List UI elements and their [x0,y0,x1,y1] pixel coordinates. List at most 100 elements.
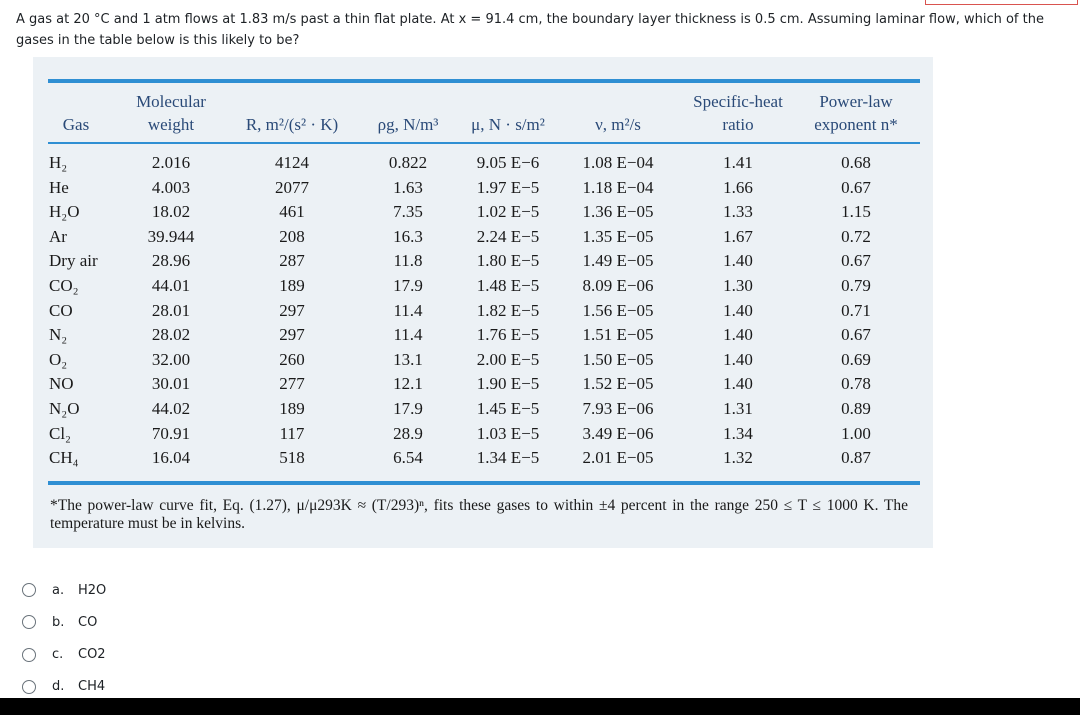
table-cell: 4124 [275,153,309,172]
option-letter: b. [52,614,65,630]
table-cell: 189 [279,399,305,418]
table-cell: 28.9 [393,423,423,443]
table-cell: 1.31 [723,399,753,418]
table-cell: 0.78 [841,374,871,394]
table-cell: 12.1 [393,374,423,394]
table-cell: 1.67 [723,226,753,246]
table-cell: 1.36 E−05 [582,202,654,222]
header-cell: Power-law exponent n* [814,92,898,134]
table-cell: 1.49 E−05 [582,251,654,271]
input-box[interactable] [925,0,1078,5]
table-cell: 1.66 [723,177,753,197]
table-cell: 0.79 [841,276,871,295]
radio-button[interactable] [22,615,36,630]
table-cell: 0.89 [841,399,871,418]
table-cell: Dry air [49,251,98,271]
table-cell: 1.33 [723,202,753,222]
table-cell: 18.02 [151,202,191,222]
table-cell: 2.01 E−05 [582,448,654,468]
table-cell: 1.40 [723,374,753,394]
option[interactable]: c. CO2 [22,645,106,665]
table-cell: 7.35 [393,202,423,222]
table-image: *The power-law curve fit, Eq. (1.27), μ/… [33,57,933,548]
table-cell: 2.016 [151,153,191,172]
option-text: CO2 [78,647,106,663]
table-cell: 1.00 [841,423,871,443]
table-cell: 39.944 [147,226,195,246]
table-cell: 1.08 E−04 [582,153,654,172]
table-cell: 8.09 E−06 [582,276,654,295]
option-text: CH4 [78,679,106,695]
table-cell: 11.4 [393,325,423,345]
table-cell: 1.40 [723,251,753,271]
table-cell: He [49,177,69,197]
radio-button[interactable] [22,647,36,662]
table-cell: 1.63 [393,177,423,197]
option[interactable]: d. CH4 [22,677,105,697]
table-cell: 0.87 [841,448,871,468]
table-cell: 1.48 E−5 [476,276,540,295]
option[interactable]: b. CO [22,612,97,632]
table-cell: NO [49,374,74,394]
header-cell: Specific-heat ratio [693,92,783,134]
table-cell: 17.9 [393,276,423,295]
table-cell: 0.71 [841,300,871,320]
table-cell: O₂ [49,349,68,369]
header-cell: Gas [62,115,90,134]
table-cell: 3.49 E−06 [582,423,654,443]
table-cell: 277 [279,374,305,394]
table-cell: 208 [279,226,305,246]
option-text: H2O [78,582,107,598]
header-cell: R, m²/(s² · K) [245,115,339,134]
header-cell: ρg, N/m³ [377,115,439,134]
table-cell: 2077 [275,177,309,197]
table-cell: 6.54 [393,448,423,468]
table-cell: 32.00 [151,349,191,369]
table-cell: 0.69 [841,349,871,369]
table-cell: 461 [279,202,305,222]
table-cell: 1.32 [723,448,753,468]
table-cell: CO₂ [49,276,79,295]
table-cell: 16.04 [151,448,191,468]
table-cell: 1.82 E−5 [476,300,540,320]
table-cell: 189 [279,276,305,295]
table-cell: H₂ [49,153,68,172]
question-text: A gas at 20 °C and 1 atm flows at 1.83 m… [16,12,1044,48]
option-letter: a. [52,582,65,598]
table-cell: 1.34 [723,423,753,443]
table-cell: 44.02 [151,399,191,418]
table-cell: 0.67 [841,177,871,197]
table-cell: Cl₂ [49,423,71,443]
table-cell: 1.40 [723,349,753,369]
table-rule [48,481,920,485]
table-cell: 11.8 [393,251,423,271]
radio-button[interactable] [22,679,36,694]
table-cell: 30.01 [151,374,191,394]
table-cell: 0.72 [841,226,871,246]
table-cell: 1.90 E−5 [476,374,540,394]
table-cell: 28.96 [151,251,191,271]
radio-button[interactable] [22,583,36,597]
table-cell: 1.41 [723,153,753,172]
table-rule [48,79,920,83]
table-cell: 1.52 E−05 [582,374,654,394]
table-cell: 0.67 [841,251,871,271]
table-cell: 1.02 E−5 [476,202,540,222]
table-cell: 0.822 [388,153,428,172]
table-cell: 1.80 E−5 [476,251,540,271]
table-cell: 16.3 [393,226,423,246]
table-cell: 1.34 E−5 [476,448,540,468]
table-cell: 117 [279,423,305,443]
table-cell: 260 [279,349,305,369]
table-rule [48,142,920,144]
table-cell: 1.35 E−05 [582,226,654,246]
table-cell: 17.9 [393,399,423,418]
header-cell: ν, m²/s [595,115,641,134]
table-cell: 2.00 E−5 [476,349,540,369]
option-text: CO [78,614,98,630]
table-cell: 1.56 E−05 [582,300,654,320]
option[interactable]: a. H2O [22,580,106,600]
table-cell: 297 [279,300,305,320]
option-letter: c. [52,647,64,663]
table-cell: 1.30 [723,276,753,295]
